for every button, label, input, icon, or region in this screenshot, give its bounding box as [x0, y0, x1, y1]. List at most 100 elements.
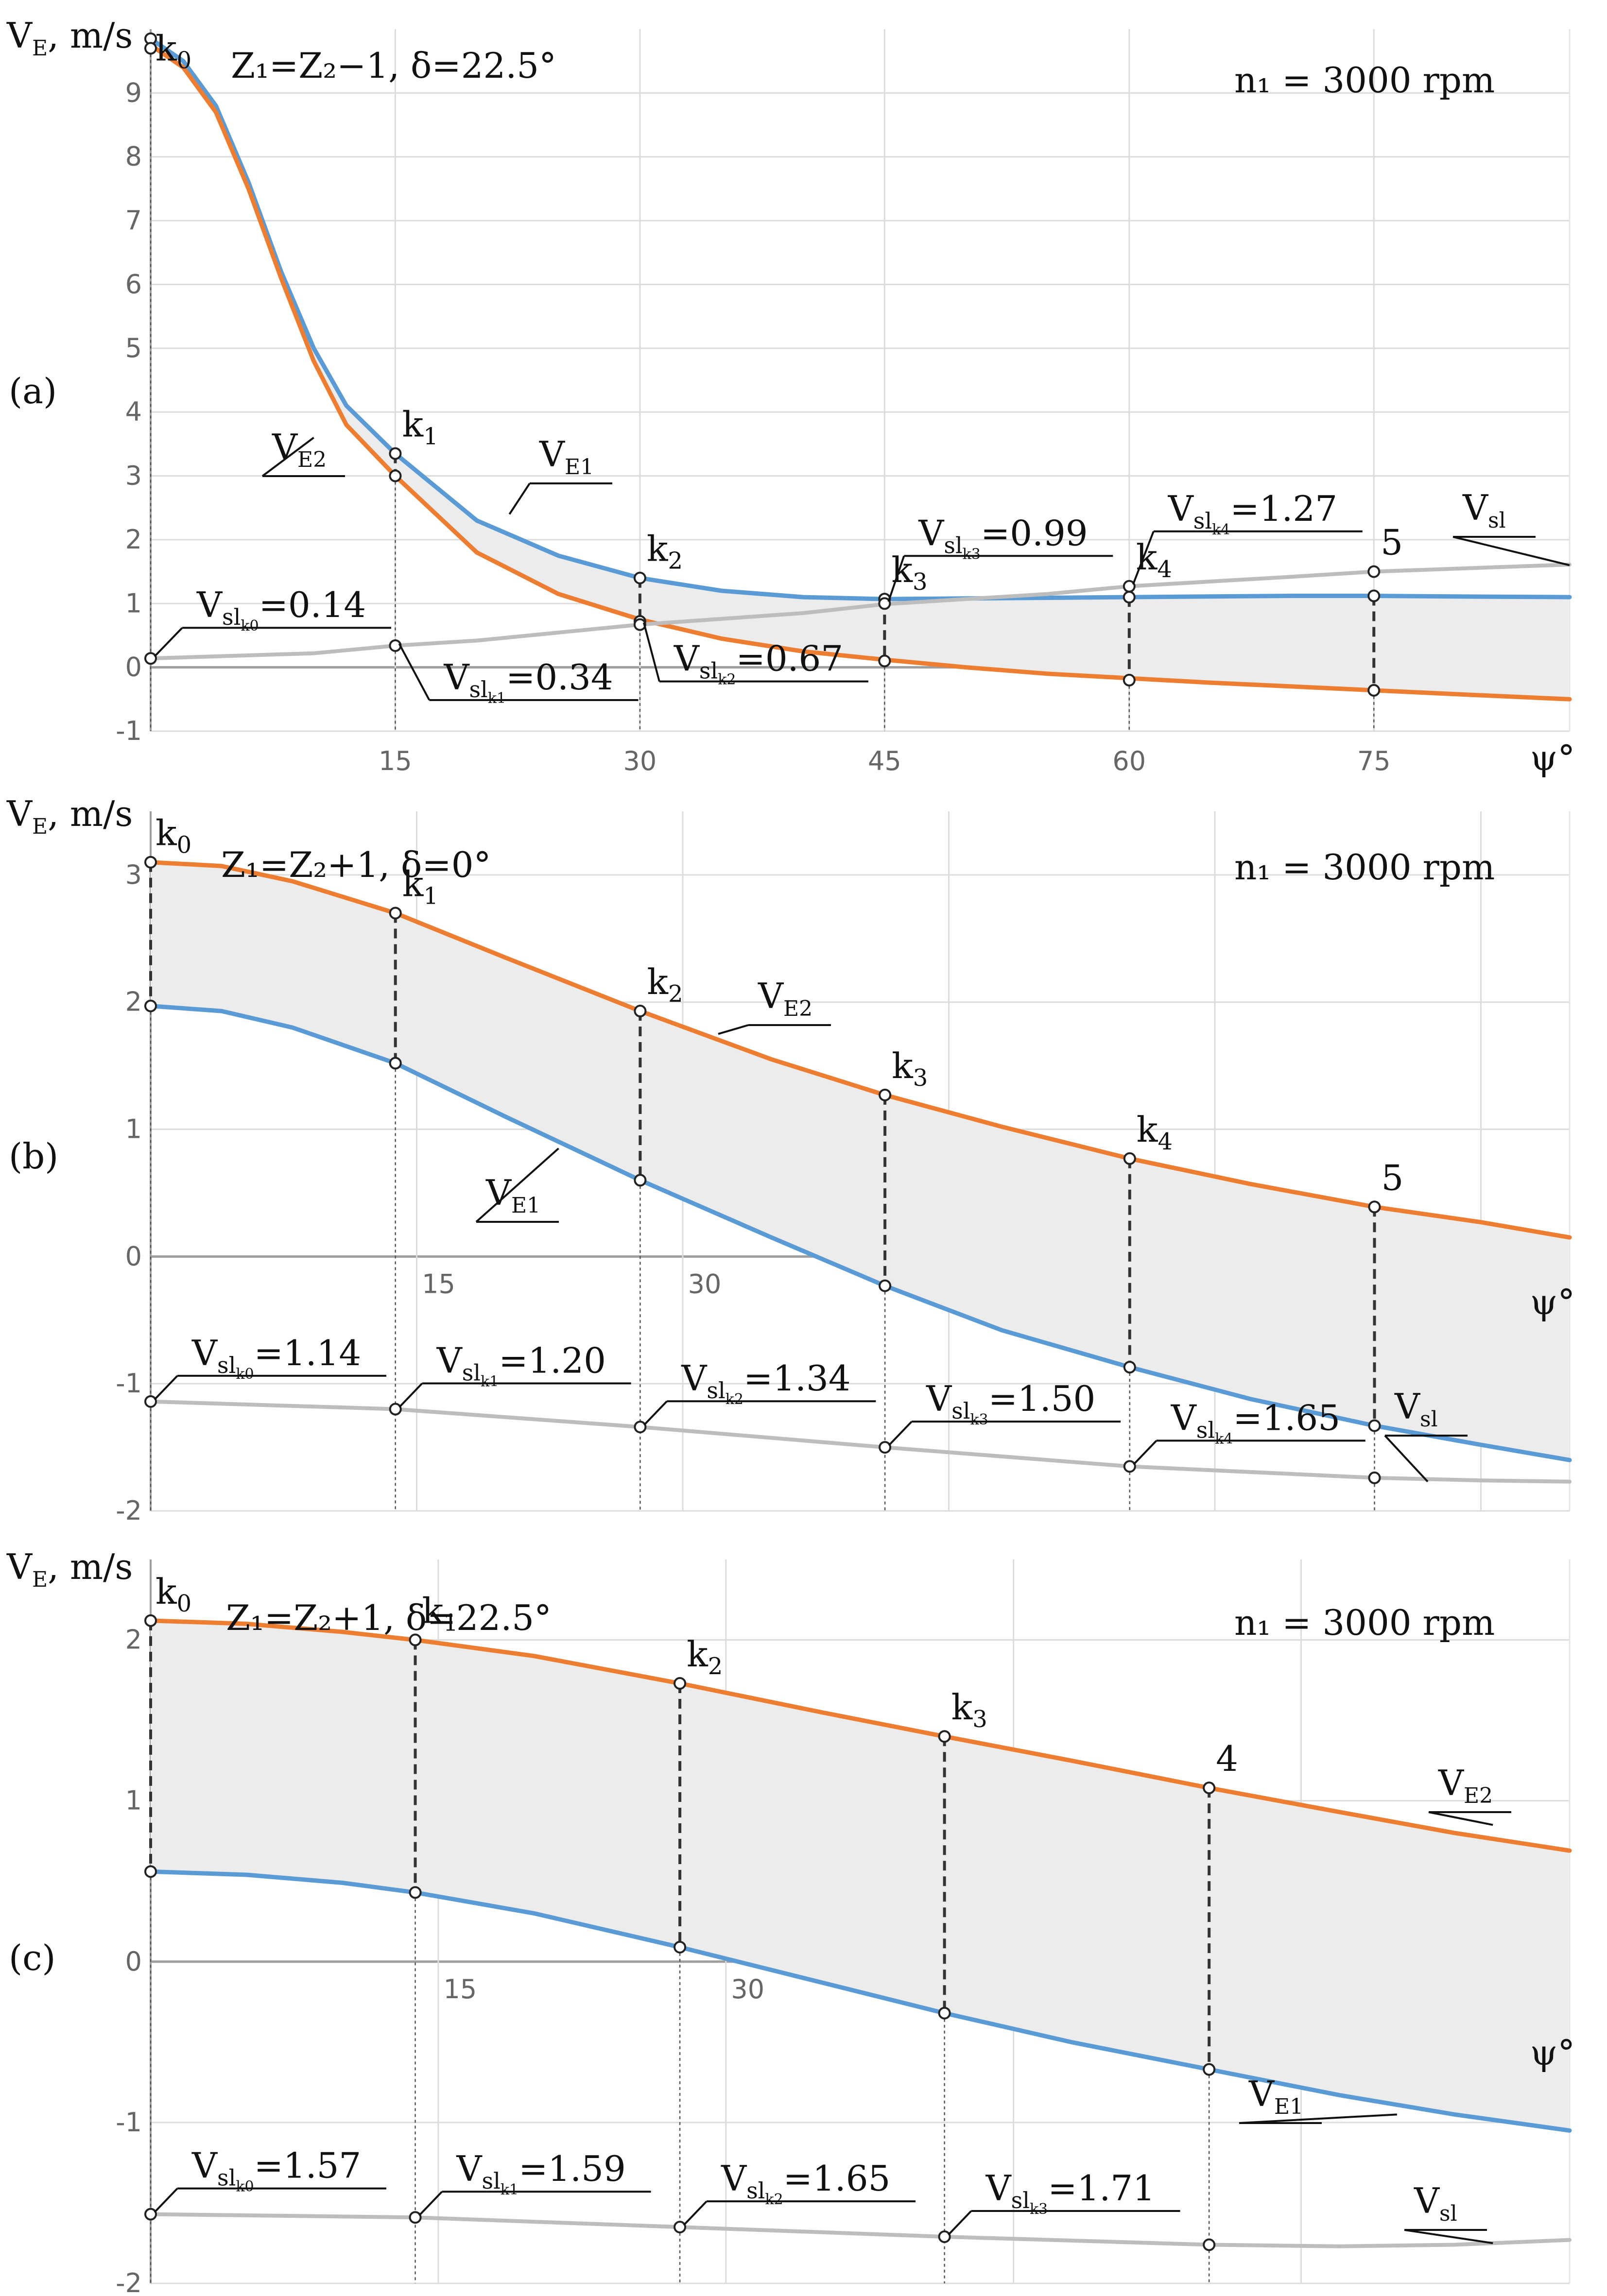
vsl-sub-k: k1 [488, 690, 506, 707]
chart-title: Z₁=Z₂+1, δ=22.5° [226, 1597, 552, 1638]
series-name-v: V [758, 976, 784, 1016]
y-axis-label-unit: , m/s [48, 15, 133, 56]
point-marker [634, 1005, 647, 1018]
point-label-k2-base: k [647, 529, 669, 569]
point-label-k0-text: k0 [156, 28, 191, 74]
point-label-k2-base: k [687, 1634, 708, 1675]
point-marker [879, 1088, 892, 1101]
point-label-k0: k0 [156, 28, 191, 74]
point-marker [674, 1940, 687, 1953]
x-axis-label: ψ° [1530, 737, 1575, 778]
vsl-sub-sl: sl [699, 658, 718, 684]
series-name-text: VE1 [485, 1172, 540, 1218]
vsl-label-text: Vslk1=1.59 [456, 2148, 626, 2198]
point-label-k4-base: k [1136, 537, 1158, 578]
point-marker [389, 1057, 402, 1070]
leader-line [888, 1421, 913, 1446]
leader-line [418, 2191, 443, 2216]
series-line-sl [149, 1399, 1572, 1484]
leader-line [1384, 1435, 1429, 1483]
vsl-sub-sl: sl [944, 532, 962, 558]
point-marker [144, 2208, 157, 2221]
point-marker [389, 907, 402, 920]
vsl-sub-k: k2 [726, 1391, 743, 1408]
point-label-k1-base: k [402, 863, 424, 904]
vsl-v: V [918, 513, 945, 553]
point-marker [144, 42, 157, 55]
point-label-k4: k4 [1137, 1109, 1173, 1155]
point-label-k1-text: k1 [422, 1591, 458, 1637]
shaded-band [151, 1620, 1570, 2131]
point-label-k0-text: k0 [156, 1571, 191, 1617]
leader-line [948, 2210, 972, 2236]
series-name-text: VE1 [539, 434, 594, 480]
vsl-value: =1.71 [1048, 2168, 1155, 2209]
point-label-k3: k3 [951, 1687, 987, 1733]
y-axis-label-sub: E [32, 36, 48, 61]
x-tick-label: 15 [444, 1974, 477, 2005]
point-label-k3: k3 [892, 1045, 928, 1092]
point-marker [879, 1441, 892, 1454]
point-label-k1: k1 [402, 404, 438, 450]
y-tick-label: 8 [125, 141, 142, 172]
vsl-sub-k: k0 [236, 2178, 254, 2195]
point-marker [1368, 1200, 1381, 1214]
vsl-v: V [456, 2148, 483, 2189]
series-name-E2: VE2 [1428, 1763, 1511, 1826]
point-label-k2-sub: 2 [708, 1653, 723, 1680]
point-label-k1-base: k [422, 1591, 444, 1631]
series-line-E1 [148, 36, 1572, 601]
point-marker [634, 1421, 647, 1434]
y-axis-label-unit: , m/s [48, 1546, 133, 1587]
point-marker [144, 1395, 157, 1408]
point-label-k1-sub: 1 [423, 882, 438, 909]
point-marker [1123, 1361, 1136, 1374]
series-name-text: Vsl [1394, 1386, 1438, 1432]
y-tick-label: -1 [116, 1368, 142, 1399]
point-marker [144, 1614, 157, 1627]
y-axis-label-v: V [6, 15, 33, 56]
shaded-band [151, 862, 1570, 1460]
point-label-4-base: 4 [1216, 1738, 1238, 1779]
series-name-sub: sl [1488, 508, 1506, 533]
vsl-label-text: Vslk3=1.50 [926, 1378, 1095, 1428]
panel-label: (a) [9, 371, 57, 411]
series-name-sub: E2 [783, 996, 812, 1021]
x-axis-label: ψ° [1530, 1282, 1575, 1322]
series-name-v: V [1462, 487, 1489, 528]
series-name-sl: Vsl [1384, 1386, 1468, 1483]
point-label-k2-sub: 2 [668, 548, 683, 575]
vsl-label-text: Vslk1=0.34 [443, 657, 613, 707]
series-name-E2: VE2 [718, 976, 831, 1035]
series-line-E1 [148, 1004, 1572, 1462]
point-label-k1-sub: 1 [443, 1610, 458, 1637]
point-label-k3-sub: 3 [913, 1064, 928, 1092]
series-name-text: VE2 [272, 427, 327, 472]
vsl-value: =1.20 [499, 1340, 606, 1381]
point-label-k1-text: k1 [402, 404, 438, 450]
point-label-k0: k0 [156, 813, 191, 859]
point-marker [144, 856, 157, 869]
y-tick-label: 1 [125, 1114, 142, 1145]
series-name-E1: VE1 [508, 434, 612, 515]
series-name-v: V [1414, 2180, 1440, 2221]
vsl-value: =1.57 [254, 2145, 362, 2186]
leader-line [154, 2188, 178, 2213]
vsl-sub-sl: sl [462, 1360, 481, 1386]
series-name-v: V [1248, 2073, 1275, 2114]
vsl-sub-k: k2 [718, 671, 736, 688]
point-label-k1-text: k1 [402, 863, 438, 909]
series-name-text: Vsl [1462, 487, 1506, 533]
y-tick-label: 0 [125, 1241, 142, 1271]
series-name-sub: E1 [1274, 2094, 1303, 2119]
y-axis-label-sub: E [32, 1567, 48, 1592]
y-tick-label: -2 [116, 2268, 142, 2296]
point-label-k2-text: k2 [687, 1634, 723, 1680]
point-marker [938, 2006, 951, 2020]
y-tick-label: 0 [125, 1946, 142, 1977]
chart-title: Z₁=Z₂+1, δ=0° [221, 844, 491, 885]
vsl-sub-k: k0 [236, 1366, 254, 1383]
point-label-k2: k2 [687, 1634, 723, 1680]
y-tick-label: 1 [125, 1785, 142, 1816]
speed-label: n₁ = 3000 rpm [1234, 1602, 1495, 1643]
